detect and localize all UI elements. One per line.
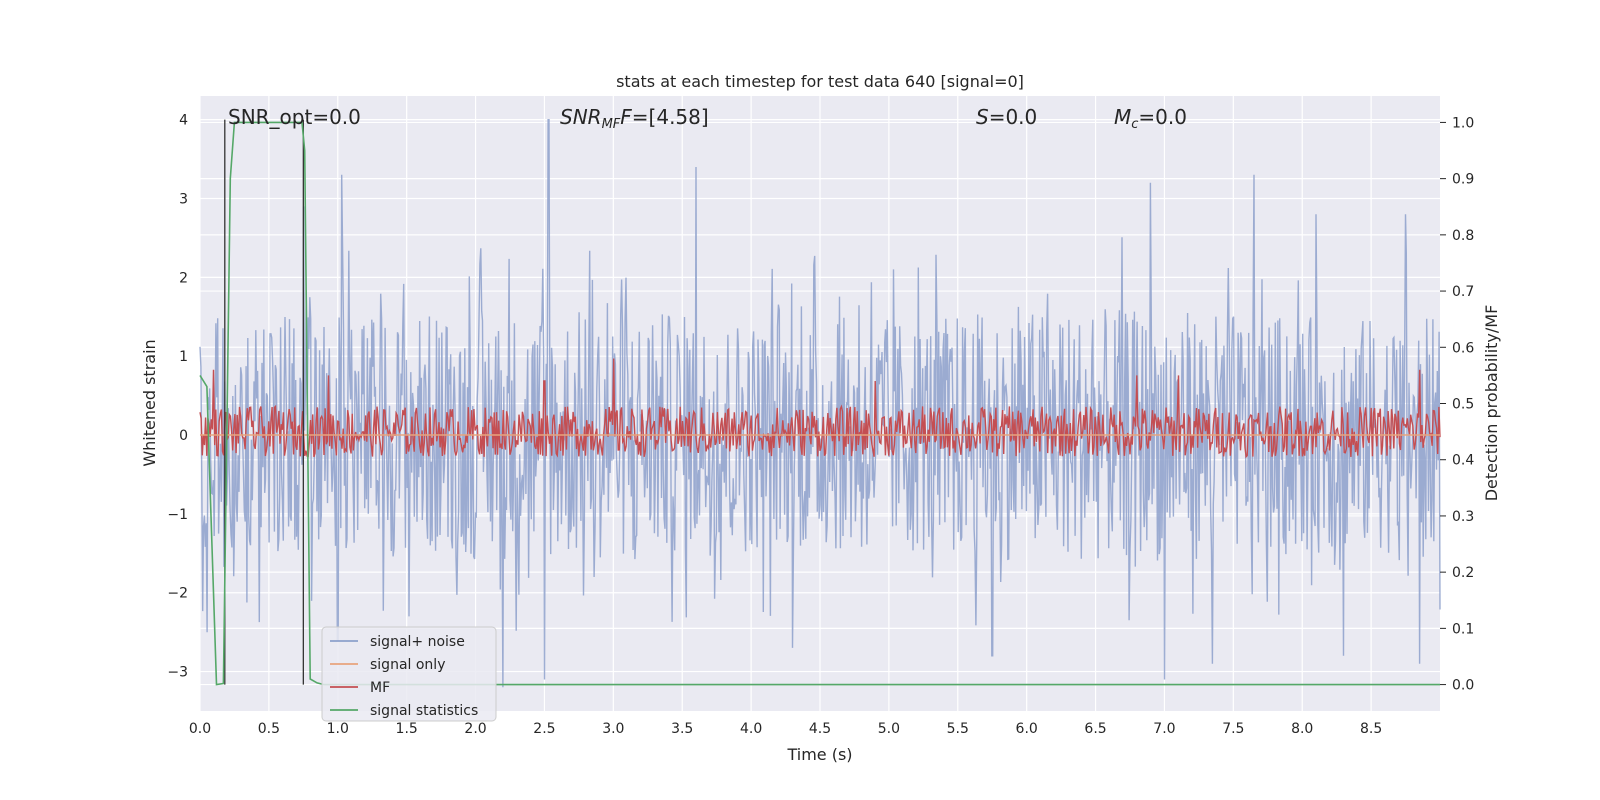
x-tick-label: 3.5 — [671, 721, 693, 737]
x-tick-label: 1.5 — [396, 721, 418, 737]
y2-tick-label: 1.0 — [1452, 115, 1474, 131]
y-tick-label: 2 — [179, 270, 188, 286]
y2-tick-label: 0.6 — [1452, 340, 1474, 356]
mc-sub: c — [1131, 117, 1138, 132]
x-tick-label: 1.0 — [327, 721, 349, 737]
x-tick-label: 5.0 — [878, 721, 900, 737]
x-tick-label: 0.0 — [189, 721, 211, 737]
legend-label: signal+ noise — [370, 634, 465, 650]
y2-axis-label: Detection probability/MF — [1482, 305, 1501, 502]
y2-tick-label: 0.8 — [1452, 228, 1474, 244]
snr-mf-sub: MF — [602, 117, 621, 132]
snr-mf-base: SNR — [560, 105, 602, 129]
x-tick-label: 8.0 — [1291, 721, 1313, 737]
x-tick-label: 0.5 — [258, 721, 280, 737]
series-signal-noise — [199, 118, 1441, 688]
annotation-snr-opt: SNR_opt=0.0 — [228, 105, 361, 129]
signal-statistics-line — [199, 121, 1440, 686]
y2-tick-label: 0.9 — [1452, 172, 1474, 188]
y-tick-label: −3 — [167, 665, 188, 681]
x-tick-label: 4.5 — [809, 721, 831, 737]
y-tick-label: 0 — [179, 428, 188, 444]
y2-tick-label: 0.7 — [1452, 284, 1474, 300]
legend-box — [321, 626, 497, 722]
y-tick-label: −2 — [167, 586, 188, 602]
signal-noise-line — [199, 118, 1441, 688]
x-axis-label: Time (s) — [786, 745, 852, 764]
legend-label: signal only — [370, 657, 445, 673]
x-tick-labels: 0.0 0.5 1.0 1.5 2.0 2.5 3.0 3.5 4.0 4.5 5.0 5.5 6.0 6… — [189, 721, 1382, 737]
legend-label: signal statistics — [370, 703, 478, 719]
series-mf — [199, 358, 1441, 459]
snr-mf-f: F — [620, 105, 632, 129]
mf-line — [199, 358, 1441, 459]
x-tick-label: 4.0 — [740, 721, 762, 737]
legend: signal+ noise signal only MF signal statist… — [321, 626, 497, 722]
s-base: S — [976, 105, 989, 129]
y2-tick-label: 0.1 — [1452, 621, 1474, 637]
y-tick-label: 3 — [179, 192, 188, 208]
x-tick-label: 3.0 — [602, 721, 624, 737]
x-tick-label: 2.5 — [533, 721, 555, 737]
y2-tick-label: 0.3 — [1452, 509, 1474, 525]
annotation-mc: Mc=0.0 — [1114, 105, 1187, 132]
y2-tick-label: 0.2 — [1452, 565, 1474, 581]
y-axis-label: Whitened strain — [140, 339, 159, 466]
y2-tick-label: 0.5 — [1452, 397, 1474, 413]
y-tick-label: 4 — [179, 113, 188, 129]
series-signal-statistics — [199, 121, 1440, 686]
x-tick-label: 2.0 — [464, 721, 486, 737]
s-rest: =0.0 — [989, 105, 1038, 129]
x-tick-label: 5.5 — [947, 721, 969, 737]
x-tick-label: 8.5 — [1360, 721, 1382, 737]
mc-rest: =0.0 — [1138, 105, 1187, 129]
x-tick-label: 7.0 — [1153, 721, 1175, 737]
y-tick-label: 1 — [179, 349, 188, 365]
snr-mf-rest: =[4.58] — [632, 105, 709, 129]
y2-tick-labels: 0.0 0.1 0.2 0.3 0.4 0.5 0.6 0.7 0.8 0.9 1.0 — [1440, 115, 1474, 694]
x-tick-label: 6.0 — [1016, 721, 1038, 737]
chart-title: stats at each timestep for test data 640… — [616, 72, 1024, 91]
annotation-snr-mf: SNRMFF=[4.58] — [560, 105, 709, 132]
legend-label: MF — [370, 680, 390, 696]
x-tick-label: 6.5 — [1084, 721, 1106, 737]
y-tick-labels: −3 −2 −1 0 1 2 3 4 — [167, 113, 188, 681]
mc-base: M — [1114, 105, 1131, 129]
y2-tick-label: 0.4 — [1452, 453, 1474, 469]
x-tick-label: 7.5 — [1222, 721, 1244, 737]
y-tick-label: −1 — [167, 507, 188, 523]
y2-tick-label: 0.0 — [1452, 678, 1474, 694]
annotation-s: S=0.0 — [976, 105, 1037, 129]
